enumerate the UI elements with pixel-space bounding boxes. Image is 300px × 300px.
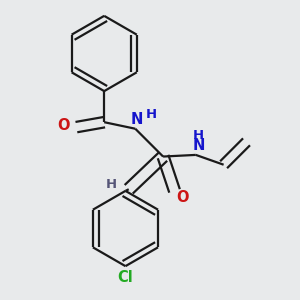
Text: Cl: Cl: [118, 270, 133, 285]
Text: O: O: [176, 190, 189, 205]
Text: H: H: [193, 129, 204, 142]
Text: H: H: [146, 109, 157, 122]
Text: H: H: [106, 178, 117, 191]
Text: O: O: [58, 118, 70, 133]
Text: N: N: [192, 138, 205, 153]
Text: N: N: [131, 112, 143, 127]
